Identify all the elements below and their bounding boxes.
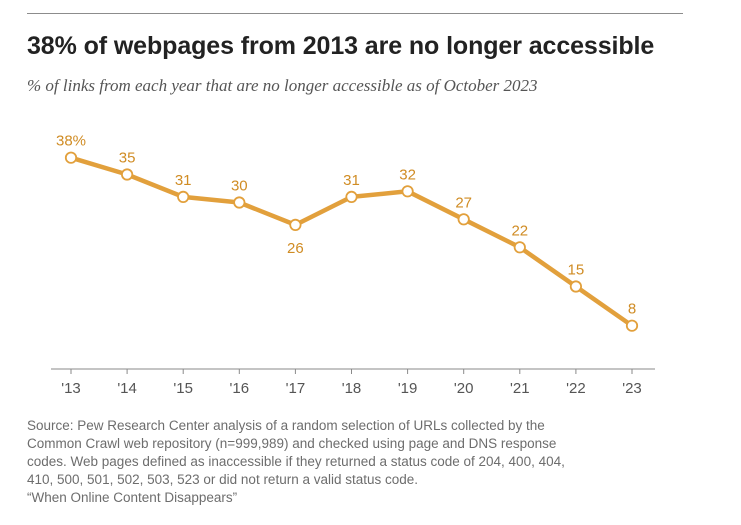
data-label: 26 (287, 240, 304, 257)
data-label: 31 (343, 172, 360, 189)
data-point (513, 241, 526, 254)
x-tick-label: '13 (61, 380, 81, 397)
x-tick-label: '18 (342, 380, 362, 397)
x-tick-label: '21 (510, 380, 530, 397)
data-point (457, 213, 470, 226)
data-label: 15 (568, 262, 585, 279)
data-point (569, 280, 583, 293)
data-point (233, 196, 246, 209)
top-rule (27, 13, 683, 14)
data-label: 38% (56, 133, 86, 150)
source-line: codes. Web pages defined as inaccessible… (27, 454, 565, 469)
chart-subtitle: % of links from each year that are no lo… (27, 76, 538, 95)
data-label: 32 (399, 166, 416, 183)
data-point (345, 190, 358, 203)
data-point (289, 218, 302, 231)
x-tick-label: '23 (622, 380, 642, 397)
x-tick-label: '14 (117, 380, 137, 397)
data-point (121, 168, 134, 181)
x-tick-label: '17 (286, 380, 306, 397)
source-line: 410, 500, 501, 502, 503, 523 or did not … (27, 472, 419, 487)
source-note: Source: Pew Research Center analysis of … (27, 417, 717, 507)
x-tick-label: '16 (230, 380, 250, 397)
data-label: 27 (455, 194, 472, 211)
data-label: 35 (119, 150, 136, 167)
x-tick-label: '15 (173, 380, 193, 397)
chart-title: 38% of webpages from 2013 are no longer … (27, 32, 655, 60)
report-title: “When Online Content Disappears” (27, 490, 238, 505)
data-label: 22 (511, 222, 528, 239)
x-tick-label: '20 (454, 380, 474, 397)
data-label: 8 (628, 301, 636, 318)
data-label: 30 (231, 178, 248, 195)
data-point (177, 190, 190, 203)
data-label: 31 (175, 172, 192, 189)
data-point (64, 151, 78, 164)
x-tick-label: '19 (398, 380, 418, 397)
data-point (625, 319, 639, 332)
data-point (401, 185, 414, 198)
source-line: Source: Pew Research Center analysis of … (27, 418, 545, 433)
source-line: Common Crawl web repository (n=999,989) … (27, 436, 557, 451)
x-tick-label: '22 (566, 380, 586, 397)
